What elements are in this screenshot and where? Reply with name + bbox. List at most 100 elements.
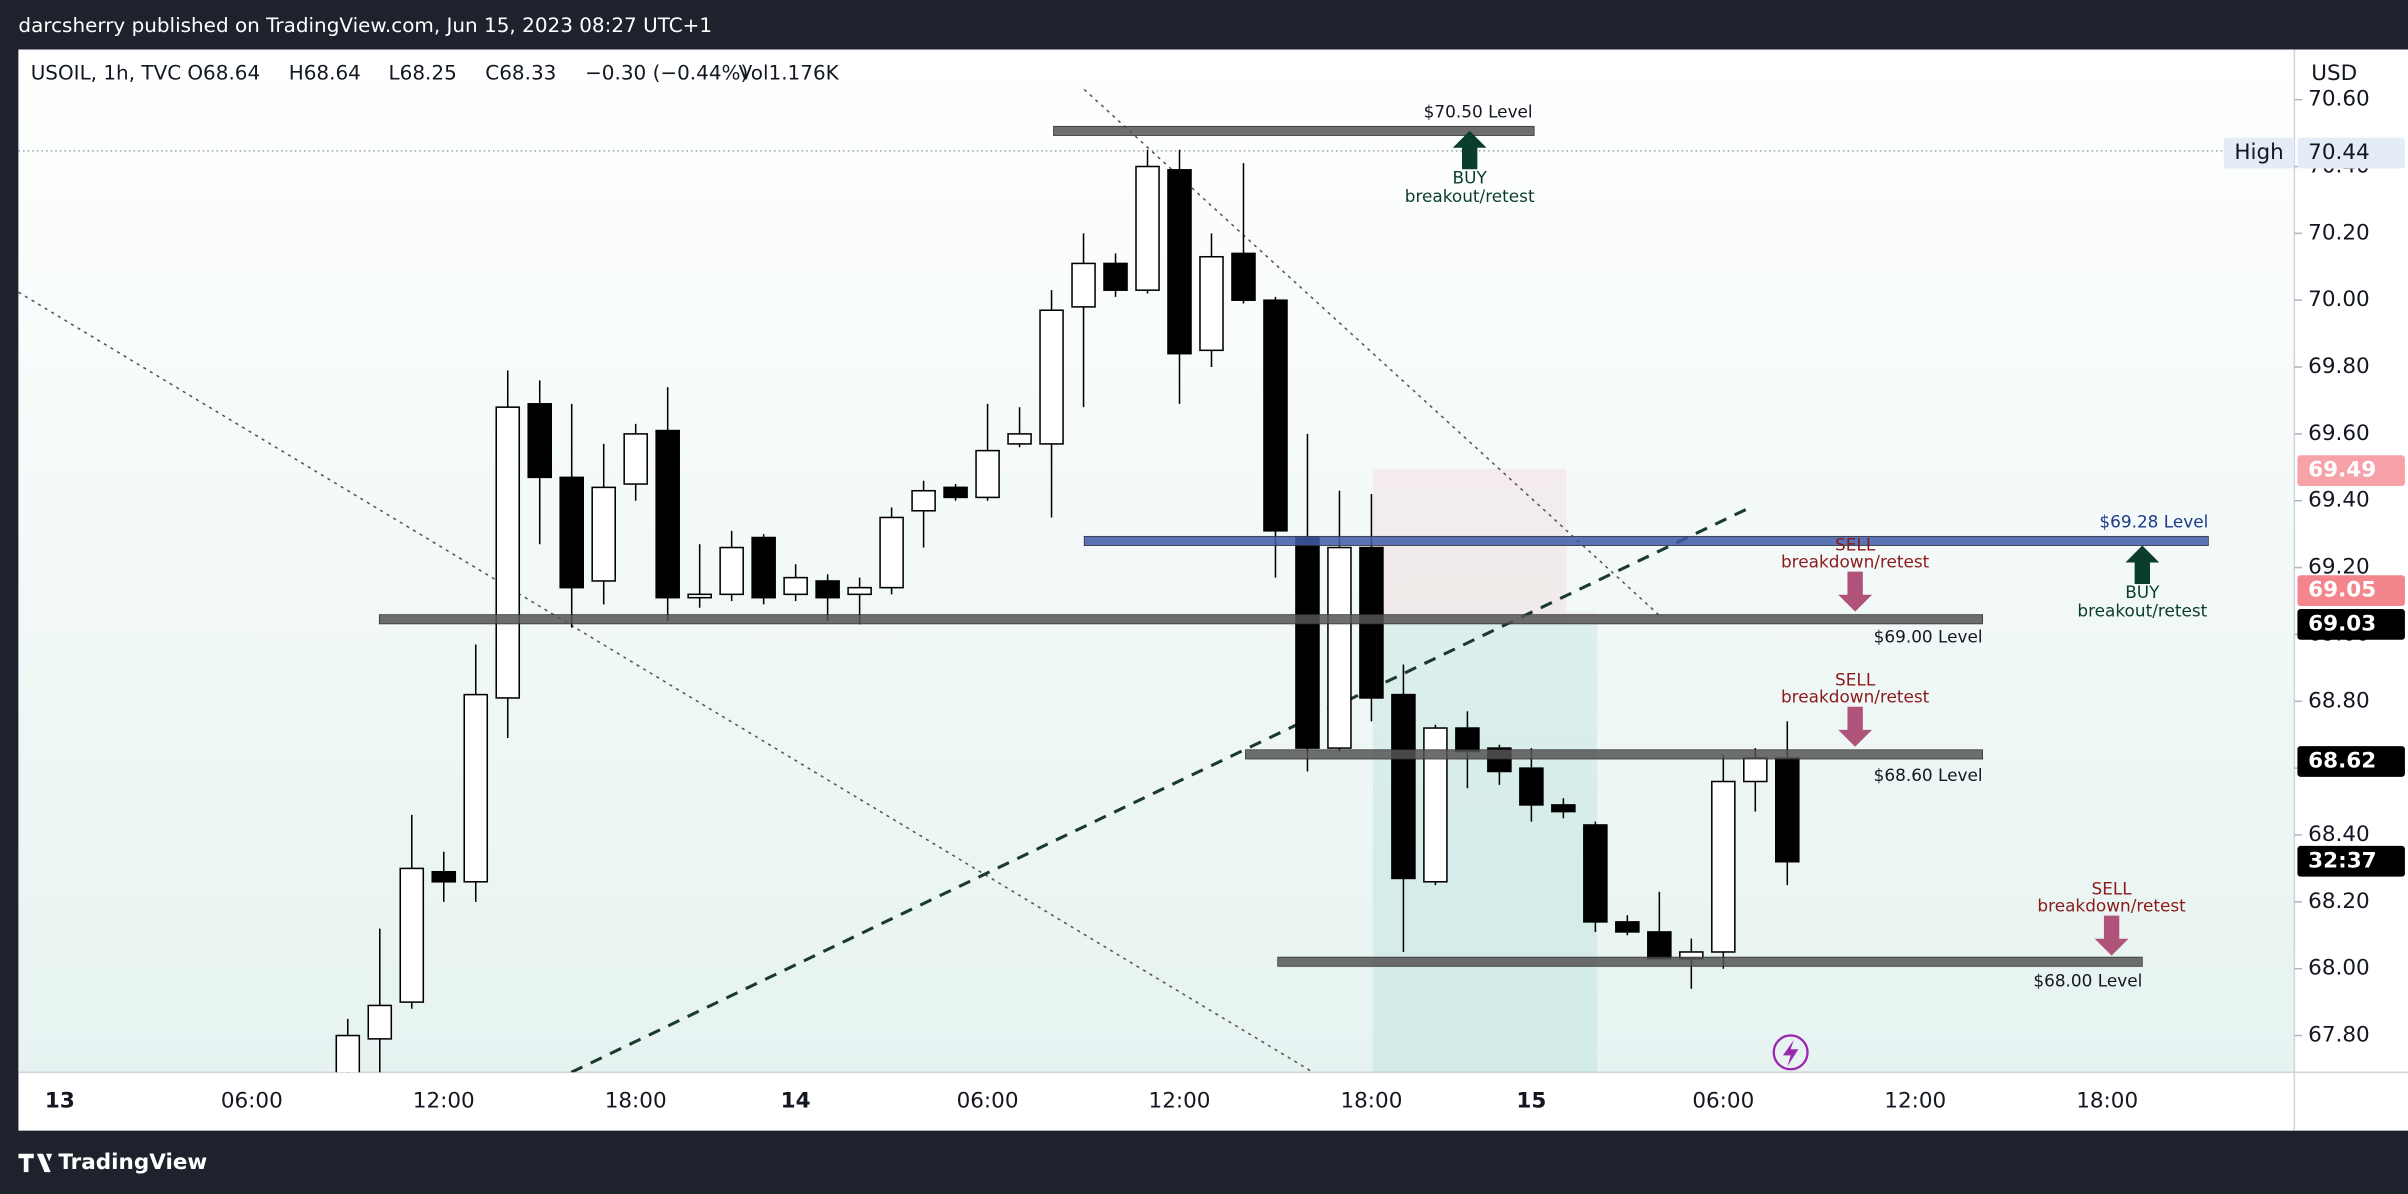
- signal-action: SELL: [2092, 879, 2133, 899]
- y-tick-label: 69.80: [2308, 354, 2370, 379]
- candle-body: [1711, 780, 1736, 953]
- price-badge: [2297, 137, 2405, 169]
- legend-open: O68.64: [187, 61, 260, 85]
- candle-body: [1455, 727, 1480, 753]
- candle-body: [1007, 433, 1032, 445]
- signal-arrow: [1452, 130, 1487, 170]
- candle-body: [431, 870, 457, 883]
- trend-line: [18, 291, 1314, 1073]
- y-tick-label: 70.20: [2308, 220, 2370, 245]
- candle-body: [911, 489, 936, 512]
- candle-body: [1135, 165, 1160, 291]
- legend-volume: Vol1.176K: [739, 61, 840, 85]
- price-badge-name-bg: [2223, 137, 2295, 169]
- candle-body: [495, 406, 521, 699]
- candle-body: [1295, 536, 1320, 749]
- signal-arrow: [2125, 545, 2160, 584]
- signal-note: breakdown/retest: [2037, 895, 2186, 915]
- level-line: [1277, 956, 2143, 967]
- candle-body: [815, 580, 840, 599]
- candle-body: [335, 1034, 361, 1073]
- x-tick-label: 12:00: [1884, 1088, 1946, 1113]
- y-tick-label: 70.00: [2308, 287, 2370, 312]
- trend-line: [570, 507, 1749, 1073]
- signal-note: breakdown/retest: [1781, 551, 1930, 571]
- x-tick-label: 14: [781, 1088, 811, 1113]
- signal-action: SELL: [1835, 535, 1876, 555]
- x-tick-label: 15: [1516, 1088, 1546, 1113]
- y-tick-label: 67.80: [2308, 1023, 2370, 1048]
- signal-action: SELL: [1835, 670, 1876, 690]
- candle-body: [975, 449, 1000, 499]
- candle-body: [1071, 262, 1096, 308]
- level-label: $69.28 Level: [2099, 512, 2208, 532]
- currency: USD: [2311, 61, 2357, 86]
- candle-body: [783, 576, 808, 596]
- y-tick-label: 70.60: [2308, 87, 2370, 112]
- legend-change: −0.30 (−0.44%): [585, 61, 748, 85]
- y-tick-label: 68.80: [2308, 688, 2370, 713]
- x-tick-label: 12:00: [1149, 1088, 1211, 1113]
- price-badge: [2297, 575, 2405, 606]
- countdown: 32:37: [2308, 848, 2376, 873]
- signal-note: breakdown/retest: [1781, 687, 1930, 707]
- signal-action: BUY: [2125, 582, 2160, 602]
- x-tick-label: 18:00: [2076, 1088, 2138, 1113]
- y-tick-label: 69.60: [2308, 421, 2370, 446]
- candle-body: [1263, 299, 1288, 532]
- price-badge-label: 68.62: [2308, 748, 2376, 773]
- published-by: darcsherry published on TradingView.com,…: [18, 13, 712, 37]
- price-badge: [2297, 746, 2405, 777]
- candle-body: [1743, 757, 1768, 783]
- candle-body: [1167, 169, 1192, 355]
- price-badge-label: 70.44: [2308, 140, 2370, 165]
- level-line: [1053, 125, 1535, 136]
- signal-action: BUY: [1453, 168, 1488, 188]
- candle-body: [847, 586, 872, 596]
- candle-body: [1199, 255, 1224, 352]
- candle-body: [1775, 757, 1800, 863]
- x-tick-label: 18:00: [1340, 1088, 1402, 1113]
- candle-body: [719, 546, 744, 596]
- candle-body: [687, 593, 712, 599]
- signal-arrow: [2094, 915, 2129, 956]
- candle-body: [1519, 767, 1544, 806]
- logo: [18, 1153, 53, 1173]
- legend-close: C68.33: [485, 61, 556, 85]
- y-tick-label: 68.20: [2308, 889, 2370, 914]
- legend-high: H68.64: [289, 61, 361, 85]
- legend-symbol: USOIL, 1h, TVC: [31, 61, 181, 85]
- price-badge-name: High: [2234, 140, 2283, 165]
- price-badge-label: 69.49: [2308, 458, 2376, 483]
- overlay: $70.50 Level $69.28 Level $69.00 Level $68.…: [378, 101, 2209, 991]
- level-line: [378, 614, 1983, 625]
- candle-body: [655, 429, 680, 599]
- candle-body: [1551, 804, 1576, 813]
- level-line: [1083, 535, 2209, 546]
- y-tick-label: 68.00: [2308, 956, 2370, 981]
- price-badge: [2297, 455, 2405, 487]
- x-tick-label: 06:00: [957, 1088, 1019, 1113]
- level-label: $68.60 Level: [1874, 765, 1983, 785]
- footer-brand: TradingView: [58, 1150, 207, 1175]
- y-tick-label: 69.40: [2308, 488, 2370, 513]
- candle-body: [1615, 921, 1640, 933]
- candle-body: [591, 486, 616, 582]
- candle-body: [879, 516, 904, 589]
- candle-body: [751, 536, 776, 599]
- candle-body: [623, 433, 648, 485]
- x-tick-label: 06:00: [221, 1088, 283, 1113]
- event-icon: [1782, 1040, 1799, 1067]
- signal-note: breakout/retest: [1405, 186, 1535, 206]
- candle-body: [1423, 727, 1448, 883]
- signal-arrow: [1838, 571, 1873, 612]
- signal-note: breakout/retest: [2077, 601, 2207, 621]
- event-icon[interactable]: [1772, 1034, 1809, 1071]
- level-label: $68.00 Level: [2033, 971, 2142, 991]
- level-label: $70.50 Level: [1424, 101, 1533, 121]
- x-tick-label: 06:00: [1692, 1088, 1754, 1113]
- level-label: $69.00 Level: [1874, 627, 1983, 647]
- x-tick-label: 18:00: [605, 1088, 667, 1113]
- level-line: [1245, 749, 1983, 760]
